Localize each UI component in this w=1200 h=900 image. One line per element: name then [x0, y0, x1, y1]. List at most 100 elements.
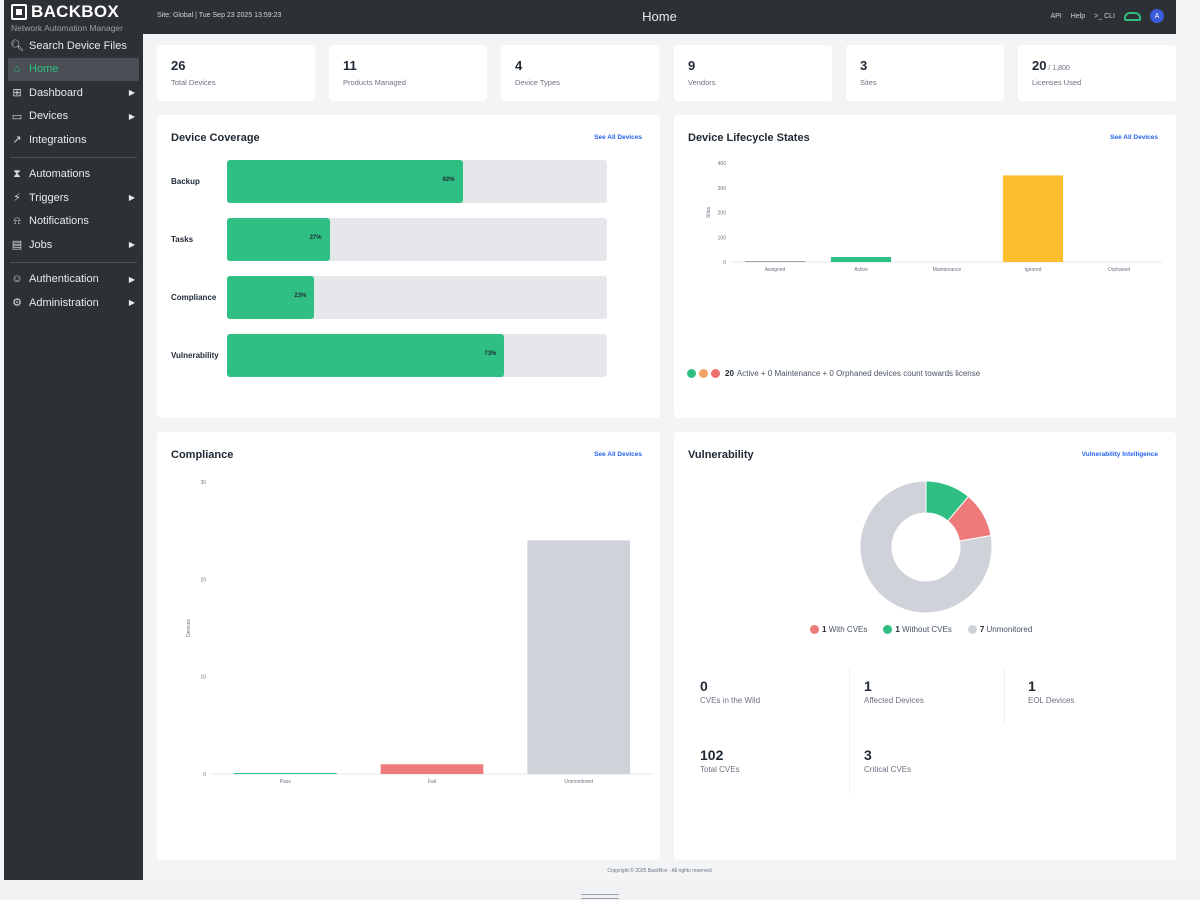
licenses-used-value: 20	[1032, 58, 1047, 73]
vuln-stat-critical-cves[interactable]: 3 Critical CVEs	[864, 747, 911, 774]
stat-licenses-used[interactable]: 20 / 1,800 Licenses Used	[1018, 45, 1176, 101]
without-cves-label: Without CVEs	[902, 625, 952, 634]
top-bar: Site: Global | Tue Sep 23 2025 13:59:23 …	[143, 0, 1176, 34]
x-tick-label: Assigned	[765, 267, 786, 273]
stat-divider	[1004, 668, 1005, 723]
sidebar-divider	[10, 156, 137, 158]
stat-label: Products Managed	[343, 78, 406, 87]
coverage-label-backup: Backup	[171, 177, 200, 186]
sidebar-item-automations[interactable]: ⧗ Automations	[4, 163, 143, 187]
unmonitored-dot	[967, 625, 977, 634]
sidebar-item-home[interactable]: ⌂ Home	[8, 57, 139, 81]
sidebar-item-label: Triggers	[29, 191, 69, 204]
maintenance-dot	[699, 369, 708, 378]
sidebar: BACKBOX Network Automation Manager 🔍︎ Se…	[4, 0, 143, 880]
with-cves-label: With CVEs	[828, 625, 868, 634]
backbox-logo-icon	[11, 4, 27, 20]
sidebar-item-dashboard[interactable]: ⊞ Dashboard ▶	[4, 81, 143, 105]
sidebar-item-devices[interactable]: ▭ Devices ▶	[4, 105, 143, 129]
y-axis-label: Devices	[186, 619, 192, 637]
search-device-files[interactable]: 🔍︎ Search Device Files	[4, 34, 143, 58]
sidebar-item-authentication[interactable]: ☺ Authentication ▶	[4, 268, 143, 292]
sidebar-item-label: Home	[29, 63, 59, 76]
x-tick-label: Active	[854, 267, 868, 273]
sidebar-item-label: Integrations	[29, 133, 87, 146]
cloud-status-icon[interactable]	[1124, 11, 1141, 21]
stat-value: 102	[700, 747, 724, 763]
hourglass-icon: ⧗	[13, 167, 21, 180]
grid-icon: ⊞	[12, 87, 22, 100]
x-tick-label: Unmonitored	[564, 779, 593, 785]
stat-sites[interactable]: 3 Sites	[846, 45, 1004, 101]
see-all-devices-link[interactable]: See All Devices	[594, 451, 642, 458]
chevron-right-icon: ▶	[128, 274, 135, 284]
coverage-bar-tasks[interactable]: 27%	[227, 218, 607, 261]
sidebar-item-administration[interactable]: ⚙︎ Administration ▶	[4, 291, 143, 315]
api-link[interactable]: API	[1050, 12, 1062, 20]
vuln-stat-total-cves[interactable]: 102 Total CVEs	[700, 747, 740, 774]
x-tick-label: Maintenance	[933, 267, 962, 273]
y-tick-label: 400	[718, 161, 727, 167]
stat-label: Device Types	[515, 78, 560, 87]
vulnerability-intelligence-link[interactable]: Vulnerability Intelligence	[1081, 451, 1158, 458]
stat-value: 1	[1028, 678, 1036, 694]
lightning-icon: ⚡︎	[13, 192, 21, 205]
sidebar-item-jobs[interactable]: ▤ Jobs ▶	[4, 233, 143, 257]
sidebar-item-notifications[interactable]: ⍾ Notifications	[4, 210, 143, 234]
active-dot	[687, 369, 696, 378]
card-title: Compliance	[171, 449, 234, 461]
chevron-right-icon: ▶	[128, 88, 135, 98]
x-tick-label: Fail	[428, 779, 436, 785]
stat-label: EOL Devices	[1028, 696, 1075, 705]
vuln-stat-cves-in-the-wild[interactable]: 0 CVEs in the Wild	[700, 678, 760, 705]
stat-total-devices[interactable]: 26 Total Devices	[157, 45, 315, 101]
sidebar-divider	[10, 261, 137, 263]
vulnerability-donut-chart	[859, 480, 993, 614]
lifecycle-legend: 20 Active + 0 Maintenance + 0 Orphaned d…	[687, 369, 980, 378]
help-link[interactable]: Help	[1070, 12, 1086, 20]
y-tick-label: 100	[718, 235, 727, 241]
card-title: Device Lifecycle States	[688, 132, 810, 144]
stat-label: Affected Devices	[864, 696, 924, 705]
coverage-percent: 23%	[294, 293, 307, 299]
stat-value: 20 / 1,800	[1032, 58, 1070, 73]
coverage-bar-vulnerability[interactable]: 73%	[227, 334, 607, 377]
stat-device-types[interactable]: 4 Device Types	[501, 45, 659, 101]
sidebar-item-integrations[interactable]: ↗ Integrations	[4, 128, 143, 152]
plug-icon: ↗	[12, 134, 22, 147]
page-title: Home	[642, 9, 677, 24]
y-tick-label: 200	[718, 211, 727, 217]
unmonitored-count: 7	[979, 625, 985, 634]
footer: Copyright © 2025 BackBox - All rights re…	[607, 868, 712, 874]
coverage-label-vulnerability: Vulnerability	[171, 351, 219, 360]
see-all-devices-link[interactable]: See All Devices	[1110, 134, 1158, 141]
resize-handle-icon[interactable]	[581, 894, 619, 899]
x-tick-label: Pass	[280, 779, 292, 785]
y-tick-label: 0	[203, 772, 206, 778]
y-axis-label: Sites	[706, 206, 712, 218]
stat-value: 0	[700, 678, 708, 694]
with-cves-dot	[810, 625, 819, 634]
lifecycle-bar-chart: 400 300 200 100 0 Sites Assigned Active Maintena…	[706, 161, 1162, 273]
sidebar-item-triggers[interactable]: ⚡︎ Triggers ▶	[4, 186, 143, 210]
cli-link[interactable]: >_ CLI	[1094, 12, 1115, 20]
vuln-stat-affected-devices[interactable]: 1 Affected Devices	[864, 678, 924, 705]
stat-products-managed[interactable]: 11 Products Managed	[329, 45, 487, 101]
sidebar-item-label: Jobs	[29, 238, 53, 251]
gear-icon: ⚙︎	[12, 297, 22, 310]
stat-value: 3	[864, 747, 872, 763]
see-all-devices-link[interactable]: See All Devices	[594, 134, 642, 141]
vuln-stat-eol-devices[interactable]: 1 EOL Devices	[1028, 678, 1074, 705]
stat-vendors[interactable]: 9 Vendors	[674, 45, 832, 101]
vulnerability-card: Vulnerability Vulnerability Intelligence…	[674, 432, 1176, 860]
coverage-bar-compliance[interactable]: 23%	[227, 276, 607, 319]
with-cves-count: 1	[822, 625, 827, 634]
chevron-right-icon: ▶	[128, 240, 135, 250]
avatar[interactable]: A	[1150, 9, 1164, 23]
coverage-bar-backup[interactable]: 62%	[227, 160, 607, 203]
chevron-right-icon: ▶	[128, 193, 135, 203]
search-device-files-label: Search Device Files	[29, 39, 127, 52]
clipboard-icon: ▤	[11, 239, 23, 252]
stat-value: 3	[860, 58, 868, 73]
vulnerability-legend: 1 With CVEs 1 Without CVEs 7 Unmonitored	[810, 625, 1032, 634]
